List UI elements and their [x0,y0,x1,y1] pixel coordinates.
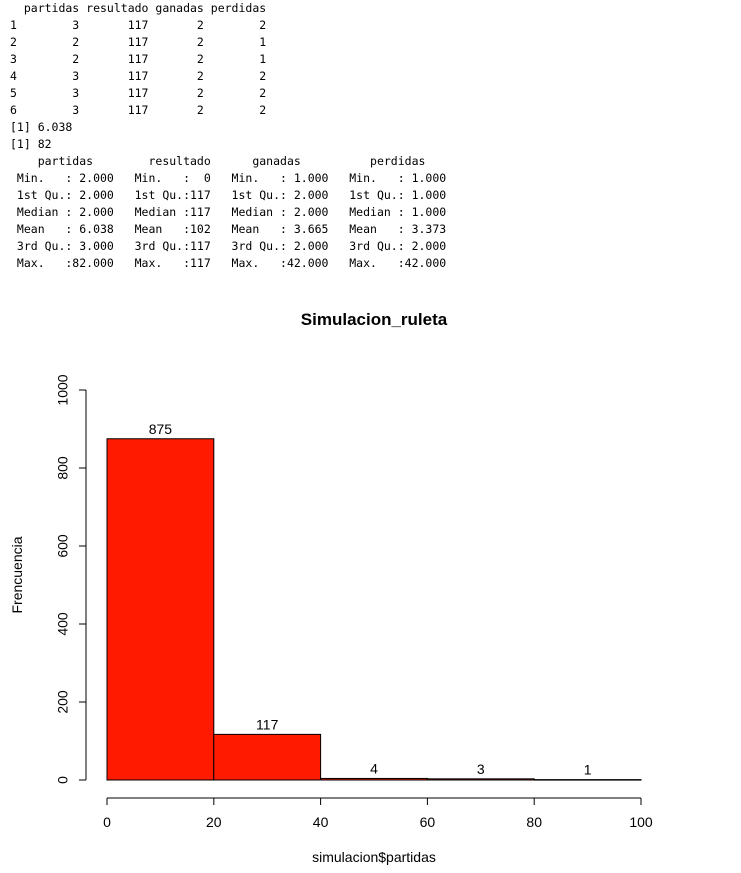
y-tick-label: 600 [55,534,71,558]
console-line: 5 3 117 2 2 [10,86,267,100]
console-line: 3 2 117 2 1 [10,52,267,66]
bar-value-label: 1 [584,762,592,778]
histogram-bar [106,438,215,781]
histogram-bar [213,733,322,781]
console-line: Mean : 6.038 Mean :102 Mean : 3.665 Mean… [10,222,461,236]
console-line: Min. : 2.000 Min. : 0 Min. : 1.000 Min. … [10,171,461,185]
console-line: partidas resultado ganadas perdidas [10,154,461,168]
bars-group [106,438,642,781]
y-axis-label: Frencuencia [9,536,25,613]
console-line: [1] 6.038 [10,120,73,134]
x-tick-label: 0 [103,814,111,830]
console-line: 6 3 117 2 2 [10,103,267,117]
x-tick-label: 40 [313,814,329,830]
histogram-bar [320,777,428,781]
x-tick-label: 100 [629,814,653,830]
x-tick-label: 20 [206,814,222,830]
console-line: Max. :82.000 Max. :117 Max. :42.000 Max.… [10,256,461,270]
y-tick-label: 200 [55,690,71,714]
x-tick-label: 60 [420,814,436,830]
bar-value-label: 3 [477,761,485,777]
bar-value-label: 117 [256,716,279,732]
y-tick-label: 0 [55,776,71,784]
bar-value-label: 875 [149,421,173,437]
y-axis: 0 200 400 600 800 1000 [55,374,87,784]
console-line: 3rd Qu.: 3.000 3rd Qu.:117 3rd Qu.: 2.00… [10,239,461,253]
console-line: 4 3 117 2 2 [10,69,267,83]
histogram-bar [426,778,535,781]
console-line: Median : 2.000 Median :117 Median : 2.00… [10,205,461,219]
console-line: 2 2 117 2 1 [10,35,267,49]
console-line: 1st Qu.: 2.000 1st Qu.:117 1st Qu.: 2.00… [10,188,461,202]
chart-title: Simulacion_ruleta [301,310,448,329]
x-axis: 0 20 40 60 80 100 [103,797,653,830]
console-line: partidas resultado ganadas perdidas [10,1,267,15]
y-tick-label: 800 [55,456,71,480]
x-axis-label: simulacion$partidas [312,849,436,865]
histogram-chart: Simulacion_ruleta 875 117 4 3 1 0 20 40 60 80 100… [9,310,653,865]
y-tick-label: 400 [55,612,71,636]
y-tick-label: 1000 [55,374,71,405]
histogram-bar [533,779,642,781]
x-tick-label: 80 [526,814,542,830]
console-output: partidas resultado ganadas perdidas 1 3 1… [10,0,460,272]
bar-labels-group: 875 117 4 3 1 [149,421,592,778]
console-line: 1 3 117 2 2 [10,18,267,32]
bar-value-label: 4 [370,760,378,776]
console-line: [1] 82 [10,137,52,151]
